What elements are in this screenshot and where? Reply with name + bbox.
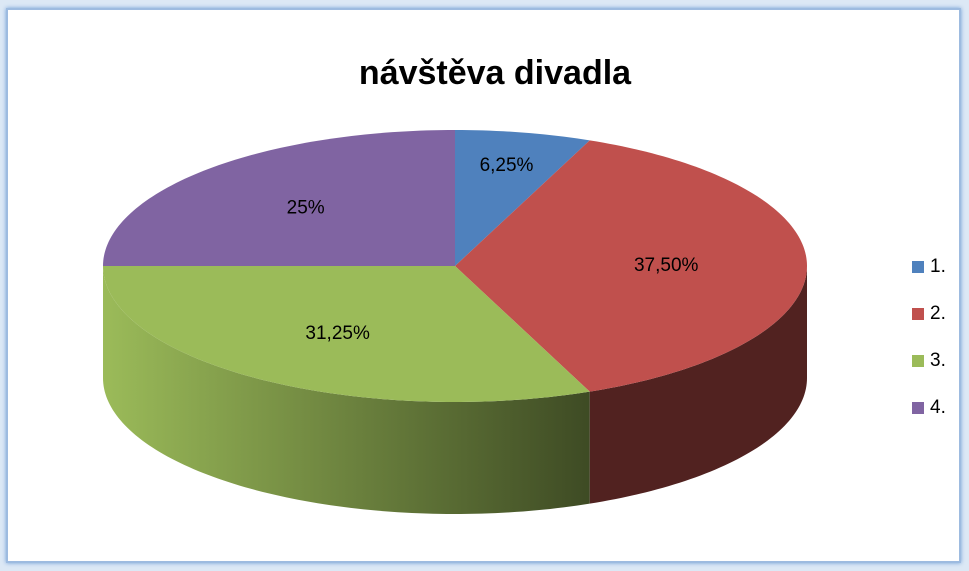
legend-swatch (912, 355, 924, 367)
slice (455, 140, 807, 392)
legend-swatch (912, 308, 924, 320)
slice (455, 130, 590, 266)
slice-side (103, 266, 590, 514)
legend-label: 4. (930, 397, 946, 418)
data-label: 37,50% (634, 255, 699, 276)
legend-swatch (912, 402, 924, 414)
legend-label: 2. (930, 303, 946, 324)
data-label: 6,25% (480, 155, 534, 176)
legend-label: 1. (930, 256, 946, 277)
data-label: 31,25% (305, 323, 370, 344)
legend-label: 3. (930, 350, 946, 371)
slice (103, 266, 590, 402)
slice-side (589, 266, 807, 504)
chart-title: návštěva divadla (359, 54, 632, 92)
legend-swatch (912, 261, 924, 273)
slice (103, 130, 455, 266)
data-label: 25% (287, 197, 325, 218)
